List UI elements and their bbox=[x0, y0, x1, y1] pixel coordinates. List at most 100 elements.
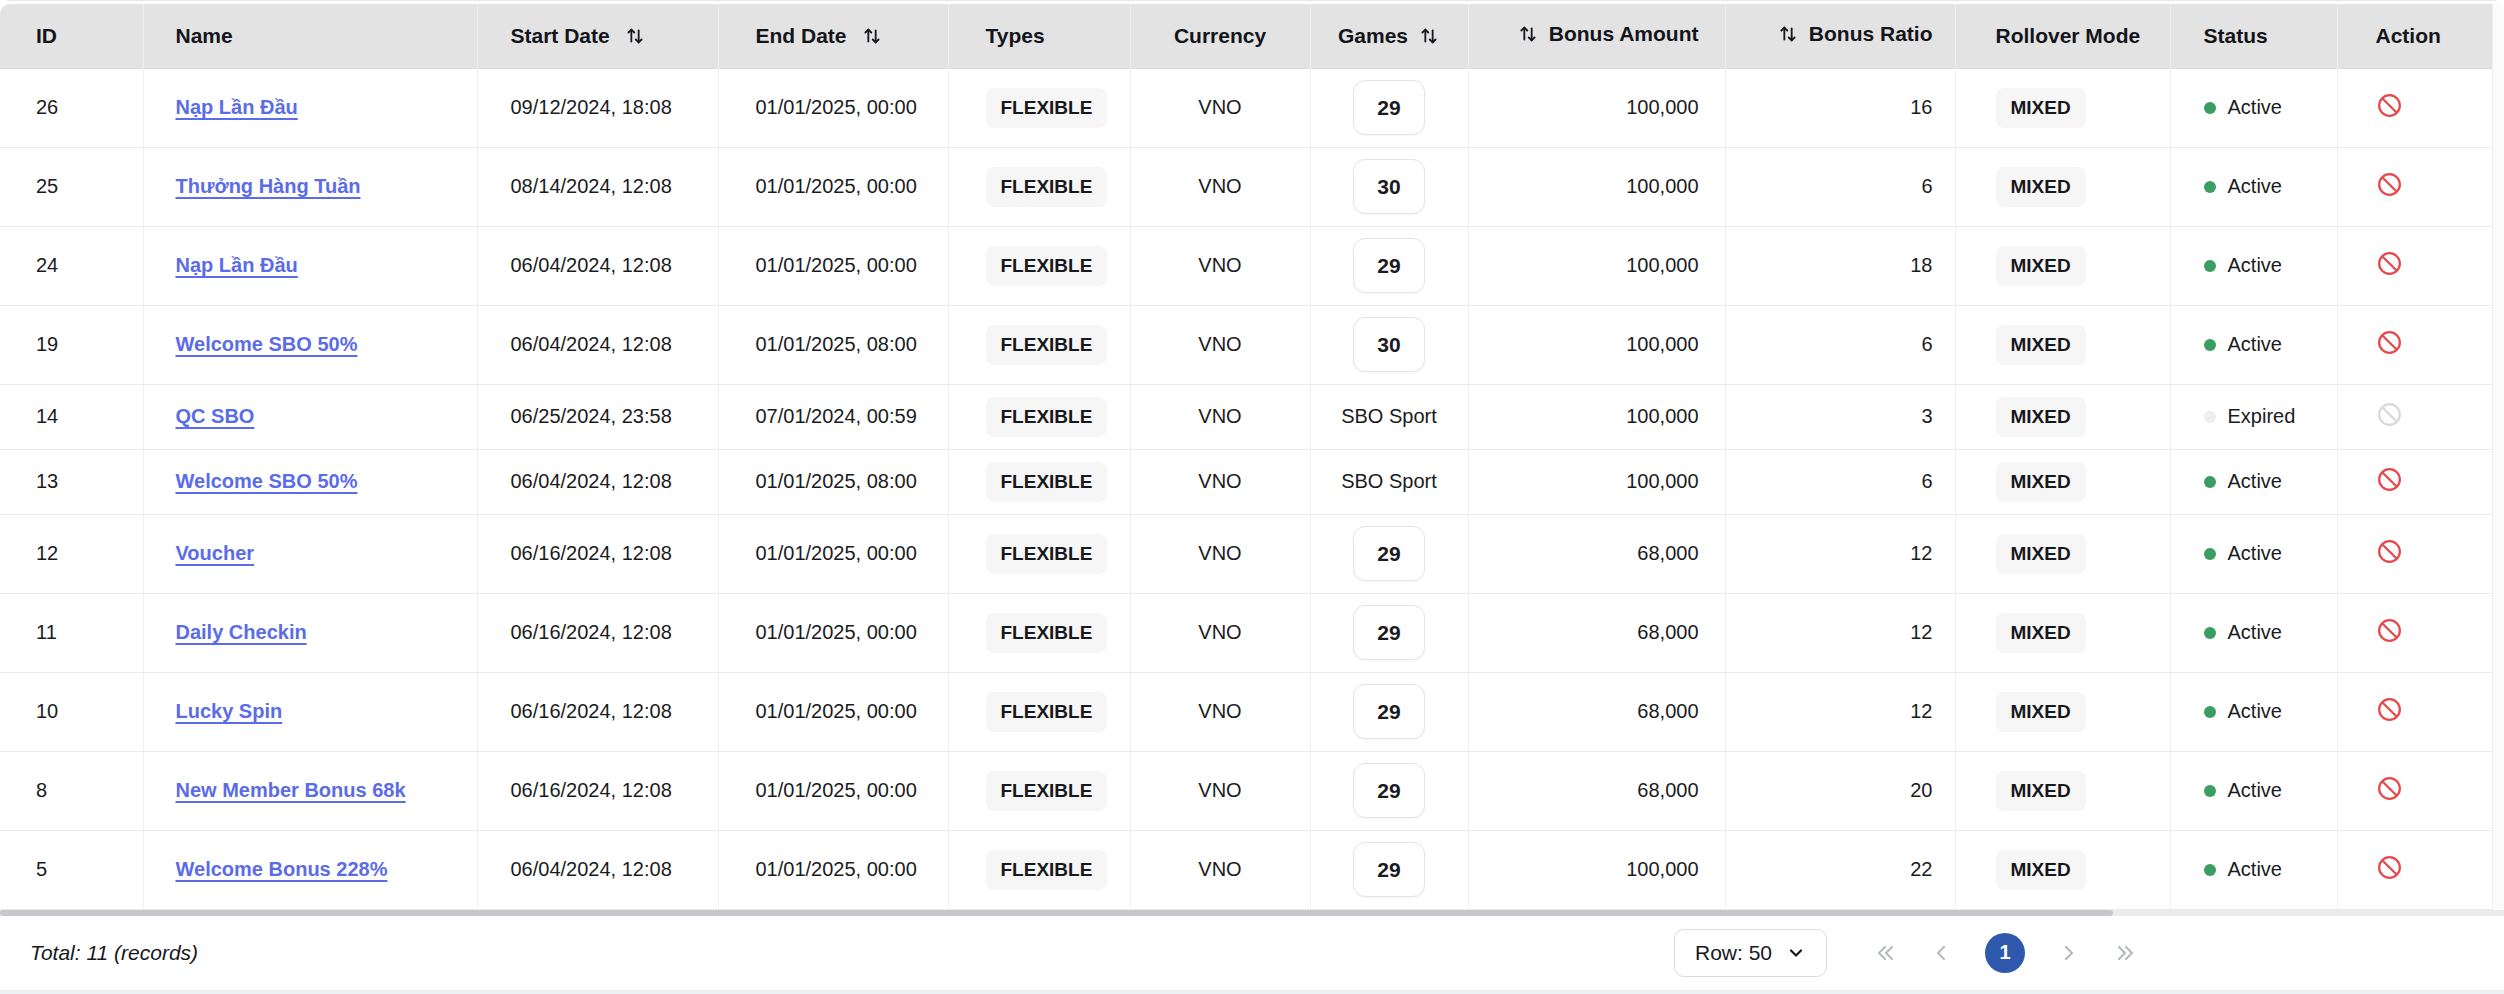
bonus-name-link[interactable]: Daily Checkin bbox=[176, 621, 307, 643]
column-header-rollover-mode: Rollover Mode bbox=[1955, 4, 2170, 68]
cell-bonus-ratio: 12 bbox=[1725, 514, 1955, 593]
column-header-games[interactable]: Games bbox=[1310, 4, 1468, 68]
cell-bonus-ratio: 22 bbox=[1725, 830, 1955, 909]
cell-id: 14 bbox=[0, 384, 143, 449]
bonus-name-link[interactable]: Nạp Lần Đầu bbox=[176, 96, 298, 118]
games-count-button[interactable]: 29 bbox=[1353, 842, 1425, 897]
ban-icon[interactable] bbox=[2376, 538, 2403, 565]
table-row: 10 Lucky Spin 06/16/2024, 12:08 01/01/20… bbox=[0, 672, 2492, 751]
games-count-button[interactable]: 29 bbox=[1353, 684, 1425, 739]
rollover-mode-badge: MIXED bbox=[1996, 325, 2086, 365]
status-badge: Active bbox=[2204, 621, 2282, 644]
column-header-start-date[interactable]: Start Date bbox=[477, 4, 718, 68]
sort-arrows-icon[interactable] bbox=[1418, 25, 1440, 47]
next-page-icon[interactable] bbox=[2055, 941, 2081, 965]
column-header-bonus-ratio[interactable]: Bonus Ratio bbox=[1725, 4, 1955, 68]
sort-arrows-icon[interactable] bbox=[1777, 23, 1799, 45]
cell-rollover-mode: MIXED bbox=[1955, 593, 2170, 672]
status-dot-icon bbox=[2204, 102, 2216, 114]
cell-status: Active bbox=[2170, 830, 2337, 909]
cell-types: FLEXIBLE bbox=[948, 384, 1130, 449]
bonus-name-link[interactable]: Lucky Spin bbox=[176, 700, 283, 722]
games-count-button[interactable]: 30 bbox=[1353, 317, 1425, 372]
rollover-mode-badge: MIXED bbox=[1996, 692, 2086, 732]
bonus-name-link[interactable]: Thưởng Hàng Tuần bbox=[176, 175, 361, 197]
cell-name: Lucky Spin bbox=[143, 672, 477, 751]
status-badge: Active bbox=[2204, 700, 2282, 723]
cell-end-date: 01/01/2025, 08:00 bbox=[718, 449, 948, 514]
cell-id: 11 bbox=[0, 593, 143, 672]
cell-end-date: 01/01/2025, 00:00 bbox=[718, 226, 948, 305]
ban-icon[interactable] bbox=[2376, 696, 2403, 723]
column-header-name: Name bbox=[143, 4, 477, 68]
current-page-button[interactable]: 1 bbox=[1985, 933, 2025, 973]
cell-id: 24 bbox=[0, 226, 143, 305]
bonus-name-link[interactable]: Nạp Lần Đầu bbox=[176, 254, 298, 276]
prev-page-icon[interactable] bbox=[1929, 941, 1955, 965]
cell-types: FLEXIBLE bbox=[948, 147, 1130, 226]
ban-icon[interactable] bbox=[2376, 854, 2403, 881]
ban-icon[interactable] bbox=[2376, 329, 2403, 356]
bonus-name-link[interactable]: Welcome SBO 50% bbox=[176, 470, 358, 492]
games-count-button[interactable]: 29 bbox=[1353, 526, 1425, 581]
status-badge: Active bbox=[2204, 175, 2282, 198]
cell-end-date: 01/01/2025, 00:00 bbox=[718, 68, 948, 147]
status-dot-icon bbox=[2204, 548, 2216, 560]
bonus-name-link[interactable]: QC SBO bbox=[176, 405, 255, 427]
bonus-name-link[interactable]: Voucher bbox=[176, 542, 255, 564]
cell-start-date: 06/04/2024, 12:08 bbox=[477, 449, 718, 514]
column-header-end-date[interactable]: End Date bbox=[718, 4, 948, 68]
cell-bonus-ratio: 12 bbox=[1725, 593, 1955, 672]
cell-end-date: 01/01/2025, 00:00 bbox=[718, 147, 948, 226]
bonus-name-link[interactable]: Welcome Bonus 228% bbox=[176, 858, 388, 880]
type-badge: FLEXIBLE bbox=[986, 692, 1108, 732]
cell-end-date: 01/01/2025, 00:00 bbox=[718, 593, 948, 672]
cell-action bbox=[2337, 830, 2492, 909]
games-count-button[interactable]: 29 bbox=[1353, 763, 1425, 818]
sort-arrows-icon[interactable] bbox=[624, 25, 646, 47]
bonus-name-link[interactable]: Welcome SBO 50% bbox=[176, 333, 358, 355]
rows-per-page-select[interactable]: Row: 50 bbox=[1674, 929, 1827, 977]
ban-icon[interactable] bbox=[2376, 250, 2403, 277]
status-dot-icon bbox=[2204, 339, 2216, 351]
status-dot-icon bbox=[2204, 476, 2216, 488]
cell-id: 25 bbox=[0, 147, 143, 226]
rollover-mode-badge: MIXED bbox=[1996, 462, 2086, 502]
ban-icon[interactable] bbox=[2376, 92, 2403, 119]
cell-types: FLEXIBLE bbox=[948, 514, 1130, 593]
cell-id: 10 bbox=[0, 672, 143, 751]
cell-types: FLEXIBLE bbox=[948, 226, 1130, 305]
last-page-icon[interactable] bbox=[2111, 941, 2137, 965]
games-count-button[interactable]: 29 bbox=[1353, 80, 1425, 135]
cell-games: 29 bbox=[1310, 751, 1468, 830]
cell-currency: VNO bbox=[1130, 226, 1310, 305]
cell-name: QC SBO bbox=[143, 384, 477, 449]
ban-icon[interactable] bbox=[2376, 401, 2403, 428]
games-count-button[interactable]: 29 bbox=[1353, 238, 1425, 293]
first-page-icon[interactable] bbox=[1873, 941, 1899, 965]
column-header-bonus-amount[interactable]: Bonus Amount bbox=[1468, 4, 1725, 68]
ban-icon[interactable] bbox=[2376, 775, 2403, 802]
bonus-name-link[interactable]: New Member Bonus 68k bbox=[176, 779, 406, 801]
column-header-status: Status bbox=[2170, 4, 2337, 68]
cell-bonus-ratio: 16 bbox=[1725, 68, 1955, 147]
sort-arrows-icon[interactable] bbox=[861, 25, 883, 47]
ban-icon[interactable] bbox=[2376, 466, 2403, 493]
total-records-label: Total: 11 (records) bbox=[30, 941, 198, 965]
cell-status: Active bbox=[2170, 672, 2337, 751]
cell-bonus-ratio: 6 bbox=[1725, 449, 1955, 514]
games-count-button[interactable]: 30 bbox=[1353, 159, 1425, 214]
status-badge: Active bbox=[2204, 333, 2282, 356]
type-badge: FLEXIBLE bbox=[986, 613, 1108, 653]
vertical-scrollbar-track[interactable] bbox=[2492, 4, 2504, 910]
type-badge: FLEXIBLE bbox=[986, 850, 1108, 890]
cell-bonus-ratio: 6 bbox=[1725, 305, 1955, 384]
cell-status: Active bbox=[2170, 514, 2337, 593]
games-count-button[interactable]: 29 bbox=[1353, 605, 1425, 660]
cell-currency: VNO bbox=[1130, 672, 1310, 751]
ban-icon[interactable] bbox=[2376, 617, 2403, 644]
ban-icon[interactable] bbox=[2376, 171, 2403, 198]
sort-arrows-icon[interactable] bbox=[1517, 23, 1539, 45]
cell-action bbox=[2337, 305, 2492, 384]
status-dot-icon bbox=[2204, 181, 2216, 193]
